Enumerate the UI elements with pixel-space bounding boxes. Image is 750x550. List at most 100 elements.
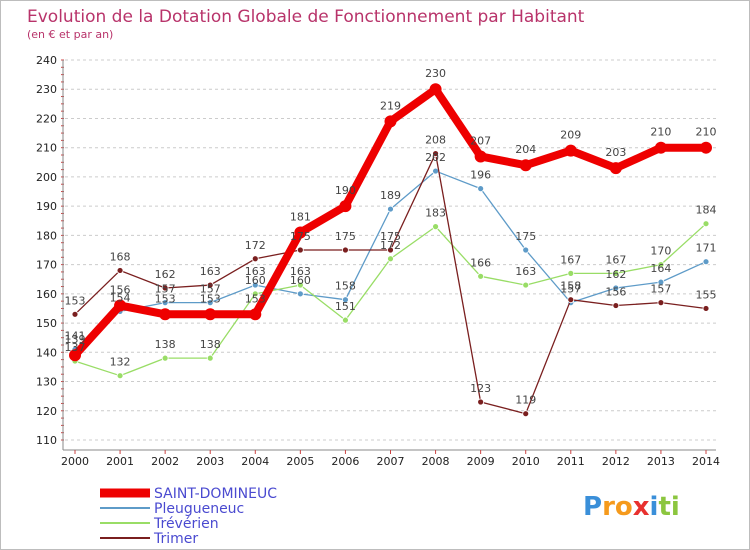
data-label-tr-v-rien-2008: 183 [425, 207, 446, 220]
legend-label-saint-domineuc: SAINT-DOMINEUC [154, 486, 277, 502]
point-tr-v-rien-2005 [296, 281, 304, 289]
x-tick-label-2003: 2003 [196, 455, 224, 468]
x-tick-label-2014: 2014 [692, 455, 720, 468]
data-label-tr-v-rien-2005: 163 [290, 265, 311, 278]
chart-title: Evolution de la Dotation Globale de Fonc… [27, 7, 585, 27]
point-saint-domineuc-2013 [654, 141, 667, 154]
data-label-saint-domineuc-2007: 219 [380, 99, 401, 112]
point-pleugueneuc-2002 [161, 299, 169, 307]
data-label-saint-domineuc-2000: 139 [65, 333, 86, 346]
point-trimer-2008 [432, 150, 439, 157]
data-label-saint-domineuc-2010: 204 [515, 143, 536, 156]
point-tr-v-rien-2006 [342, 316, 349, 324]
y-tick-label-210: 210 [36, 142, 57, 155]
data-label-tr-v-rien-2013: 170 [650, 245, 671, 258]
data-label-pleugueneuc-2002: 157 [155, 283, 176, 296]
point-trimer-2009 [477, 398, 485, 406]
x-tick-label-2005: 2005 [286, 455, 314, 468]
data-label-pleugueneuc-2007: 189 [380, 189, 401, 202]
point-trimer-2007 [387, 246, 394, 254]
y-tick-label-190: 190 [36, 200, 57, 213]
data-label-tr-v-rien-2006: 151 [335, 300, 356, 313]
point-saint-domineuc-2012 [609, 162, 622, 175]
axes: 110 120 130 140 150 160 170 180 190 200 210 220 230 2… [36, 54, 720, 468]
x-tick-label-2011: 2011 [557, 455, 585, 468]
point-trimer-2005 [296, 246, 304, 254]
data-label-pleugueneuc-2012: 162 [605, 268, 626, 281]
x-tick-label-2006: 2006 [331, 455, 359, 468]
point-tr-v-rien-2001 [116, 372, 124, 380]
data-label-tr-v-rien-2007: 172 [380, 239, 401, 252]
logo-letter: i [650, 492, 659, 522]
x-tick-label-2012: 2012 [602, 455, 630, 468]
logo-letter: i [671, 492, 680, 522]
legend-label-tr-v-rien: Trévérien [153, 516, 219, 532]
point-trimer-2014 [702, 305, 710, 312]
point-trimer-2013 [657, 299, 665, 307]
data-label-tr-v-rien-2001: 132 [110, 356, 131, 369]
data-label-saint-domineuc-2004: 153 [245, 292, 266, 305]
data-label-trimer-2013: 157 [650, 283, 671, 296]
data-label-saint-domineuc-2002: 153 [155, 292, 176, 305]
data-label-tr-v-rien-2003: 138 [200, 338, 221, 351]
data-label-pleugueneuc-2011: 157 [560, 283, 581, 296]
logo-letter: t [658, 492, 670, 522]
data-label-saint-domineuc-2014: 210 [696, 126, 717, 139]
point-pleugueneuc-2008 [432, 167, 439, 175]
x-tick-label-2009: 2009 [467, 455, 495, 468]
legend-label-pleugueneuc: Pleugueneuc [154, 501, 244, 517]
data-label-pleugueneuc-2001: 154 [110, 291, 131, 304]
point-pleugueneuc-2010 [522, 246, 530, 254]
data-label-tr-v-rien-2012: 167 [605, 253, 626, 266]
data-labels: 139 156 153 153 153 181 190 219 230 207 204 209 203 2… [65, 67, 717, 406]
data-label-trimer-2014: 155 [696, 288, 717, 301]
data-label-pleugueneuc-2014: 171 [696, 242, 717, 255]
point-saint-domineuc-2005 [294, 226, 307, 239]
x-tick-label-2010: 2010 [512, 455, 540, 468]
x-tick-label-2008: 2008 [422, 455, 450, 468]
y-tick-label-110: 110 [36, 434, 57, 447]
point-pleugueneuc-2006 [342, 296, 349, 304]
logo-letter: r [602, 492, 615, 522]
point-tr-v-rien-2010 [522, 281, 530, 289]
data-label-tr-v-rien-2002: 138 [155, 338, 176, 351]
y-tick-label-130: 130 [36, 376, 57, 389]
y-tick-label-230: 230 [36, 83, 57, 96]
data-label-saint-domineuc-2009: 207 [470, 134, 491, 147]
point-pleugueneuc-2005 [296, 290, 304, 298]
point-trimer-2011 [567, 296, 575, 304]
point-tr-v-rien-2004 [251, 290, 259, 298]
point-trimer-2012 [612, 302, 620, 309]
data-label-trimer-2000: 153 [65, 294, 86, 307]
point-tr-v-rien-2003 [206, 354, 214, 362]
data-label-pleugueneuc-2000: 141 [65, 329, 86, 342]
point-saint-domineuc-2007 [384, 115, 397, 128]
point-pleugueneuc-2003 [206, 299, 214, 307]
x-tick-label-2002: 2002 [151, 455, 179, 468]
y-tick-label-200: 200 [36, 171, 57, 184]
point-trimer-2001 [116, 267, 124, 274]
x-tick-label-2000: 2000 [61, 455, 89, 468]
point-pleugueneuc-2013 [657, 278, 665, 286]
point-saint-domineuc-2001 [114, 299, 127, 312]
point-saint-domineuc-2004 [249, 308, 262, 321]
data-label-pleugueneuc-2004: 163 [245, 265, 266, 278]
point-pleugueneuc-2007 [387, 205, 394, 213]
logo-letter: P [583, 492, 602, 522]
data-label-trimer-2003: 163 [200, 265, 221, 278]
legend-label-trimer: Trimer [153, 531, 198, 547]
data-label-trimer-2007: 175 [380, 230, 401, 243]
point-pleugueneuc-2004 [251, 281, 259, 289]
data-label-trimer-2009: 123 [470, 382, 491, 395]
x-tick-label-2007: 2007 [377, 455, 405, 468]
point-tr-v-rien-2013 [657, 261, 665, 269]
y-tick-label-160: 160 [36, 288, 57, 301]
point-trimer-2003 [206, 281, 214, 289]
data-label-trimer-2005: 175 [290, 230, 311, 243]
point-trimer-2010 [522, 410, 530, 418]
data-label-trimer-2010: 119 [515, 394, 536, 407]
logo-letter: x [633, 492, 650, 522]
y-tick-label-220: 220 [36, 112, 57, 125]
point-trimer-2004 [251, 255, 259, 263]
data-label-saint-domineuc-2012: 203 [605, 146, 626, 159]
